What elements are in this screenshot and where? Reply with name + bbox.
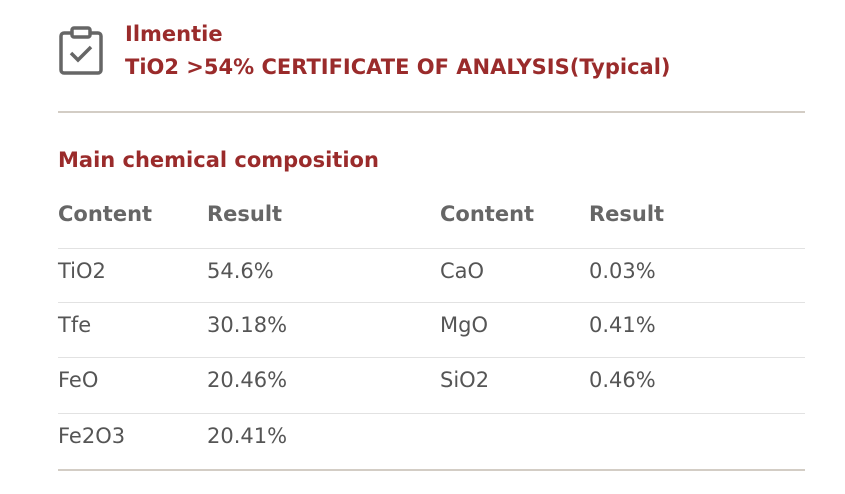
table-cell: 54.6%	[207, 259, 274, 283]
table-cell: FeO	[58, 368, 99, 392]
clipboard-icon	[59, 26, 103, 75]
table-cell: MgO	[440, 313, 488, 337]
row-divider	[58, 413, 805, 414]
subtitle: TiO2 >54% CERTIFICATE OF ANALYSIS(Typica…	[125, 55, 671, 79]
row-divider	[58, 302, 805, 303]
title: Ilmentie	[125, 22, 223, 46]
table-cell: 20.41%	[207, 424, 288, 448]
table-cell: 20.46%	[207, 368, 288, 392]
table-cell: 0.41%	[589, 313, 656, 337]
column-header: Content	[440, 202, 535, 226]
table-cell: CaO	[440, 259, 485, 283]
section-title: Main chemical composition	[58, 148, 379, 172]
row-divider	[58, 248, 805, 249]
table-cell: 0.46%	[589, 368, 656, 392]
divider	[58, 111, 805, 113]
column-header: Result	[589, 202, 665, 226]
table-cell: TiO2	[58, 259, 106, 283]
table-cell: SiO2	[440, 368, 490, 392]
table-cell: Fe2O3	[58, 424, 126, 448]
table-cell: 30.18%	[207, 313, 288, 337]
column-header: Content	[58, 202, 153, 226]
table-cell: Tfe	[58, 313, 92, 337]
table-cell: 0.03%	[589, 259, 656, 283]
table-bottom-border	[58, 469, 805, 471]
row-divider	[58, 357, 805, 358]
column-header: Result	[207, 202, 283, 226]
